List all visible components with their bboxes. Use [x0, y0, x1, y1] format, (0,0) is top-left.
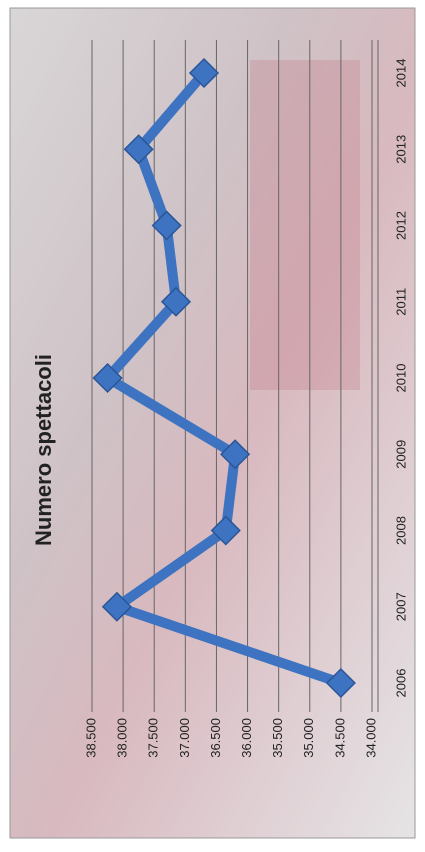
y-tick-label: 34.500: [332, 718, 347, 758]
x-tick-label: 2013: [393, 135, 408, 164]
photo-shade: [250, 60, 360, 390]
x-tick-label: 2006: [393, 669, 408, 698]
data-point: [92, 362, 123, 394]
data-point: [123, 134, 154, 165]
x-tick-label: 2009: [393, 440, 408, 469]
chart-title: Numero spettacoli: [31, 354, 56, 546]
chart-background: [9, 7, 416, 839]
x-tick-label: 2012: [393, 211, 408, 240]
y-tick-label: 36.000: [239, 718, 254, 758]
data-point: [210, 515, 241, 546]
y-tick-label: 35.500: [270, 718, 285, 758]
x-tick-label: 2011: [393, 288, 408, 316]
data-point: [220, 439, 251, 470]
y-tick-label: 36.500: [208, 718, 223, 758]
y-tick-label: 38.500: [83, 718, 98, 758]
x-tick-label: 2010: [393, 364, 408, 393]
x-tick-label: 2007: [393, 592, 408, 621]
data-point: [188, 57, 220, 89]
data-point: [151, 210, 182, 241]
data-point: [101, 591, 132, 622]
y-tick-label: 38.000: [115, 718, 130, 758]
y-tick-label: 34.000: [363, 718, 378, 758]
x-tick-label: 2008: [393, 516, 408, 545]
data-point: [160, 286, 192, 317]
y-tick-label: 37.500: [146, 718, 161, 758]
y-tick-label: 37.000: [177, 718, 192, 758]
y-tick-label: 35.000: [301, 718, 316, 758]
x-tick-label: 2014: [393, 59, 408, 88]
data-point: [325, 667, 356, 699]
